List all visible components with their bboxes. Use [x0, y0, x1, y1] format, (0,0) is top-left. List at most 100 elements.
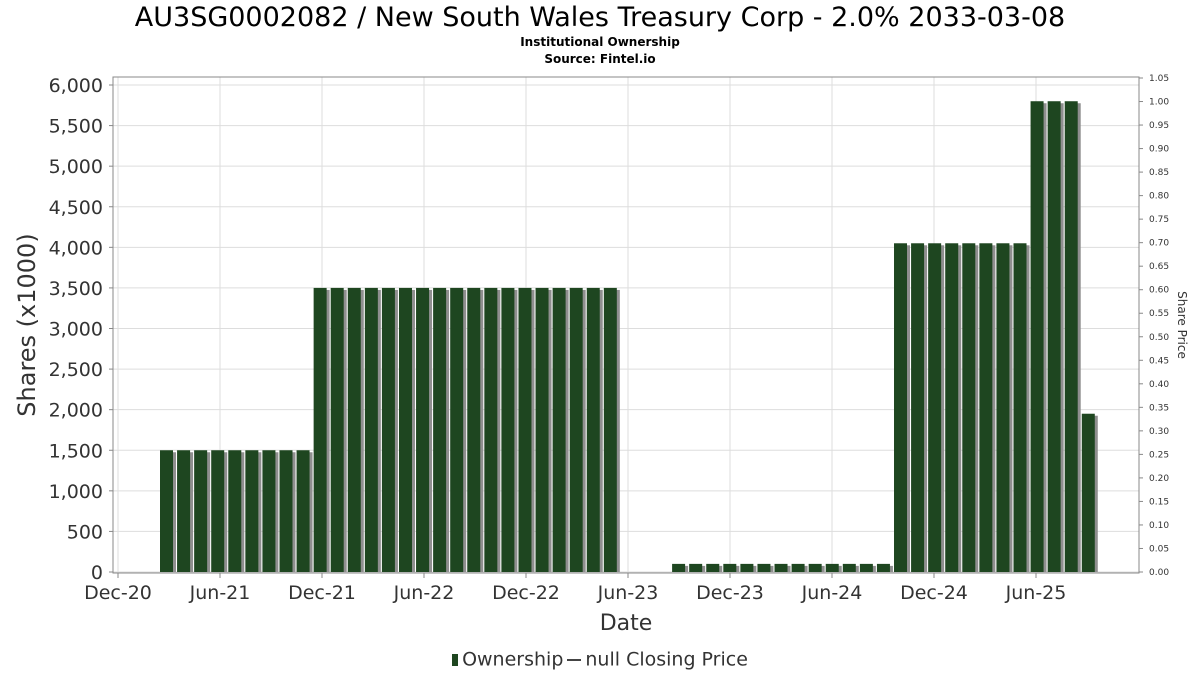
ownership-bar	[723, 563, 737, 572]
x-tick-label: Jun-24	[801, 582, 863, 604]
y2-tick-label: 0.30	[1149, 427, 1169, 437]
ownership-bar	[1030, 101, 1044, 572]
chart-title: AU3SG0002082 / New South Wales Treasury …	[134, 2, 1066, 33]
y2-tick-label: 0.35	[1149, 403, 1169, 413]
ownership-bar	[296, 450, 310, 572]
ownership-bar	[279, 450, 293, 572]
y2-tick-label: 0.05	[1149, 544, 1169, 554]
y2-tick-label: 0.60	[1149, 286, 1169, 296]
ownership-bar	[979, 243, 993, 572]
y2-tick-label: 0.85	[1149, 168, 1169, 178]
y2-tick-label: 0.95	[1149, 121, 1169, 131]
ownership-bar	[228, 450, 242, 572]
ownership-bar	[808, 563, 822, 572]
y2-tick-label: 0.50	[1149, 333, 1169, 343]
y-tick-label: 1,000	[49, 481, 103, 503]
ownership-bar	[791, 563, 805, 572]
ownership-bar	[535, 287, 549, 572]
ownership-bar	[416, 287, 430, 572]
ownership-bar	[586, 287, 600, 572]
y-tick-label: 3,500	[49, 278, 103, 300]
ownership-bar	[876, 563, 890, 572]
ownership-bar	[689, 563, 703, 572]
y2-tick-label: 0.75	[1149, 215, 1169, 225]
y-tick-label: 0	[91, 562, 103, 584]
x-tick-label: Dec-23	[696, 582, 764, 604]
y2-tick-label: 0.90	[1149, 145, 1169, 155]
ownership-bar	[757, 563, 771, 572]
chart-source: Source: Fintel.io	[544, 52, 656, 66]
y2-tick-label: 1.00	[1149, 98, 1169, 108]
ownership-bar	[569, 287, 583, 572]
y-tick-label: 3,000	[49, 319, 103, 341]
ownership-bar	[911, 243, 925, 572]
ownership-bar	[1013, 243, 1027, 572]
ownership-bar	[211, 450, 225, 572]
ownership-bar	[347, 287, 361, 572]
ownership-bar	[962, 243, 976, 572]
y2-tick-label: 0.65	[1149, 262, 1169, 272]
ownership-bar	[330, 287, 344, 572]
price-legend-line	[567, 658, 582, 661]
ownership-bar	[1064, 101, 1078, 572]
ownership-bar	[313, 287, 327, 572]
ownership-bar	[518, 287, 532, 572]
x-tick-label: Dec-21	[288, 582, 356, 604]
y2-tick-label: 0.40	[1149, 380, 1169, 390]
plot-border	[112, 76, 1140, 574]
y2-tick-label: 0.00	[1149, 568, 1169, 578]
ownership-bar	[245, 450, 259, 572]
y2-tick-label: 0.70	[1149, 239, 1169, 249]
ownership-bar	[262, 450, 276, 572]
ownership-bar	[1081, 413, 1095, 572]
x-tick-label: Jun-25	[1005, 582, 1067, 604]
ownership-bar	[859, 563, 873, 572]
chart-legend: Ownership null Closing Price	[0, 648, 1200, 671]
y-tick-label: 2,000	[49, 400, 103, 422]
ownership-bar	[467, 287, 481, 572]
ownership-bar	[928, 243, 942, 572]
ownership-bar	[177, 450, 191, 572]
bar-layer	[160, 101, 1098, 572]
y2-tick-label: 0.55	[1149, 309, 1169, 319]
legend-price: null Closing Price	[585, 648, 748, 671]
y-tick-label: 1,500	[49, 440, 103, 462]
ownership-bar	[842, 563, 856, 572]
x-tick-label: Dec-24	[900, 582, 968, 604]
x-tick-label: Dec-20	[84, 582, 152, 604]
y-axis-label: Shares (x1000)	[13, 233, 41, 416]
axis-layer: 0 500 1,000 1,500 2,000 2,500 3,000 3,500 4,000 4…	[49, 74, 1170, 604]
chart-subtitle: Institutional Ownership	[520, 35, 680, 49]
y2-tick-label: 0.25	[1149, 450, 1169, 460]
y2-tick-label: 0.15	[1149, 497, 1169, 507]
ownership-legend-swatch	[452, 653, 459, 666]
ownership-bar	[484, 287, 498, 572]
y2-tick-label: 0.10	[1149, 521, 1169, 531]
x-tick-label: Jun-22	[393, 582, 455, 604]
ownership-bar	[774, 563, 788, 572]
ownership-bar	[894, 243, 908, 572]
x-tick-label: Jun-21	[189, 582, 251, 604]
ownership-bar	[194, 450, 208, 572]
ownership-bar	[364, 287, 378, 572]
ownership-bar	[398, 287, 412, 572]
x-axis-label: Date	[600, 611, 653, 636]
ownership-bar	[160, 450, 173, 572]
ownership-bar	[1047, 101, 1061, 572]
ownership-bar	[450, 287, 464, 572]
ownership-bar	[381, 287, 395, 572]
ownership-bar	[552, 287, 566, 572]
ownership-bar	[672, 563, 686, 572]
x-tick-label: Dec-22	[492, 582, 560, 604]
y-tick-label: 5,500	[49, 116, 103, 138]
y-tick-label: 5,000	[49, 156, 103, 178]
ownership-bar	[825, 563, 839, 572]
ownership-bar	[740, 563, 754, 572]
ownership-bar	[501, 287, 515, 572]
y2-tick-label: 0.80	[1149, 192, 1169, 202]
ownership-bar	[433, 287, 447, 572]
legend-ownership: Ownership	[462, 648, 564, 671]
ownership-bar	[603, 287, 617, 572]
y-tick-label: 500	[67, 521, 103, 543]
